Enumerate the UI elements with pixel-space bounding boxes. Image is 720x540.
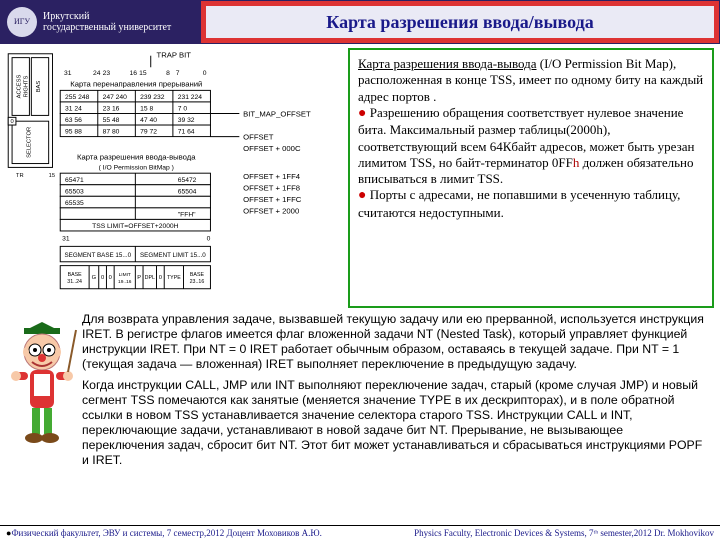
svg-text:24: 24 bbox=[93, 70, 101, 77]
svg-text:65535: 65535 bbox=[65, 200, 84, 207]
svg-text:55 48: 55 48 bbox=[103, 117, 120, 124]
svg-text:TR: TR bbox=[16, 173, 24, 179]
svg-text:SEGMENT LIMIT 15...0: SEGMENT LIMIT 15...0 bbox=[140, 252, 206, 259]
interrupt-redirect-title: Карта перенаправления прерываний bbox=[70, 80, 202, 89]
green-p1: Карта разрешения ввода-вывода (I/O Permi… bbox=[358, 56, 704, 105]
svg-text:39 32: 39 32 bbox=[178, 117, 195, 124]
diag-access-rights: ACCESS bbox=[17, 75, 23, 99]
svg-text:239 232: 239 232 bbox=[140, 94, 165, 101]
cartoon-teacher-icon bbox=[6, 322, 78, 472]
slide-title: Карта разрешения ввода/вывода bbox=[206, 6, 714, 38]
svg-text:P: P bbox=[137, 275, 141, 281]
svg-text:OFFSET + 1FFC: OFFSET + 1FFC bbox=[243, 195, 302, 204]
svg-text:0: 0 bbox=[203, 70, 207, 77]
university-name: Иркутский государственный университет bbox=[43, 11, 171, 33]
svg-text:RIGHTS: RIGHTS bbox=[23, 75, 29, 97]
svg-text:SELECTOR: SELECTOR bbox=[26, 127, 32, 158]
title-block: Карта разрешения ввода/вывода bbox=[201, 1, 719, 43]
svg-text:BASE: BASE bbox=[68, 272, 83, 278]
svg-text:LIMIT: LIMIT bbox=[119, 272, 131, 278]
svg-text:31 24: 31 24 bbox=[65, 106, 82, 113]
svg-text:79 72: 79 72 bbox=[140, 129, 157, 136]
university-line2: государственный университет bbox=[43, 22, 171, 33]
svg-text:G: G bbox=[92, 275, 97, 281]
svg-text:0: 0 bbox=[207, 236, 211, 243]
svg-text:31..24: 31..24 bbox=[67, 279, 82, 285]
green-p3: ● Порты с адресами, не попавшими в усече… bbox=[358, 187, 704, 221]
svg-text:OFFSET: OFFSET bbox=[243, 132, 274, 141]
svg-text:71 64: 71 64 bbox=[178, 129, 195, 136]
bottom-p2: Когда инструкции CALL, JMP или INT выпол… bbox=[82, 378, 708, 468]
svg-text:DPL: DPL bbox=[145, 275, 155, 281]
svg-text:TYPE: TYPE bbox=[167, 275, 181, 281]
bottom-text: Для возврата управления задаче, вызвавше… bbox=[82, 312, 708, 474]
io-bitmap-title: Карта разрешения ввода-вывода bbox=[77, 153, 196, 162]
svg-text:BAS: BAS bbox=[36, 81, 42, 93]
bottom-p1: Для возврата управления задаче, вызвавше… bbox=[82, 312, 708, 372]
svg-text:65471: 65471 bbox=[65, 177, 84, 184]
svg-text:95 88: 95 88 bbox=[65, 129, 82, 136]
tss-limit-label: TSS LIMIT=OFFSET+2000H bbox=[92, 223, 179, 230]
svg-text:231 224: 231 224 bbox=[178, 94, 203, 101]
university-seal-icon: ИГУ bbox=[7, 7, 37, 37]
svg-text:65472: 65472 bbox=[178, 177, 197, 184]
svg-text:0: 0 bbox=[159, 275, 162, 281]
svg-text:"FFH": "FFH" bbox=[178, 212, 196, 219]
bottom-row: Для возврата управления задаче, вызвавше… bbox=[0, 308, 720, 474]
svg-text:31: 31 bbox=[62, 236, 70, 243]
svg-text:65504: 65504 bbox=[178, 188, 197, 195]
svg-text:OFFSET + 000C: OFFSET + 000C bbox=[243, 144, 301, 153]
footer-right: Physics Faculty, Electronic Devices & Sy… bbox=[414, 528, 714, 538]
trap-bit-label: TRAP BIT bbox=[157, 51, 192, 60]
svg-text:BASE: BASE bbox=[190, 272, 205, 278]
header: ИГУ Иркутский государственный университе… bbox=[0, 0, 720, 44]
svg-text:0: 0 bbox=[109, 275, 112, 281]
svg-text:15 8: 15 8 bbox=[140, 106, 153, 113]
main-row: ACCESS RIGHTS BAS SELECTOR 0 TR 15 TRAP … bbox=[0, 44, 720, 308]
svg-text:0: 0 bbox=[101, 275, 104, 281]
svg-text:255 248: 255 248 bbox=[65, 94, 90, 101]
svg-text:OFFSET + 2000: OFFSET + 2000 bbox=[243, 207, 299, 216]
svg-text:SEGMENT BASE 15...0: SEGMENT BASE 15...0 bbox=[64, 252, 131, 259]
svg-text:47 40: 47 40 bbox=[140, 117, 157, 124]
svg-text:OFFSET + 1FF8: OFFSET + 1FF8 bbox=[243, 184, 300, 193]
svg-text:19..16: 19..16 bbox=[118, 279, 132, 285]
svg-text:15: 15 bbox=[49, 173, 55, 179]
bitmap-offset-label: BIT_MAP_OFFSET bbox=[243, 109, 311, 118]
svg-text:0: 0 bbox=[10, 119, 13, 125]
green-p2: ● Разрешению обращения соответствует нул… bbox=[358, 105, 704, 188]
svg-text:23 16: 23 16 bbox=[103, 106, 120, 113]
footer: ●Физический факультет, ЭВУ и системы, 7 … bbox=[0, 525, 720, 538]
university-logo-block: ИГУ Иркутский государственный университе… bbox=[1, 1, 201, 43]
tss-diagram: ACCESS RIGHTS BAS SELECTOR 0 TR 15 TRAP … bbox=[0, 48, 340, 308]
svg-text:23: 23 bbox=[103, 70, 111, 77]
svg-text:OFFSET + 1FF4: OFFSET + 1FF4 bbox=[243, 172, 301, 181]
svg-text:( I/O Permission BitMap ): ( I/O Permission BitMap ) bbox=[99, 164, 174, 171]
svg-text:65503: 65503 bbox=[65, 188, 84, 195]
footer-left: Физический факультет, ЭВУ и системы, 7 с… bbox=[11, 528, 321, 538]
svg-text:31: 31 bbox=[64, 70, 72, 77]
university-line1: Иркутский bbox=[43, 11, 171, 22]
svg-text:247 240: 247 240 bbox=[103, 94, 128, 101]
svg-text:87 80: 87 80 bbox=[103, 129, 120, 136]
svg-text:15: 15 bbox=[139, 70, 147, 77]
green-title: Карта разрешения ввода-вывода bbox=[358, 56, 537, 71]
svg-text:23..16: 23..16 bbox=[190, 279, 205, 285]
svg-text:63 56: 63 56 bbox=[65, 117, 82, 124]
svg-text:7: 7 bbox=[176, 70, 180, 77]
green-info-box: Карта разрешения ввода-вывода (I/O Permi… bbox=[348, 48, 714, 308]
svg-text:7 0: 7 0 bbox=[178, 106, 188, 113]
svg-text:8: 8 bbox=[166, 70, 170, 77]
svg-text:16: 16 bbox=[130, 70, 138, 77]
